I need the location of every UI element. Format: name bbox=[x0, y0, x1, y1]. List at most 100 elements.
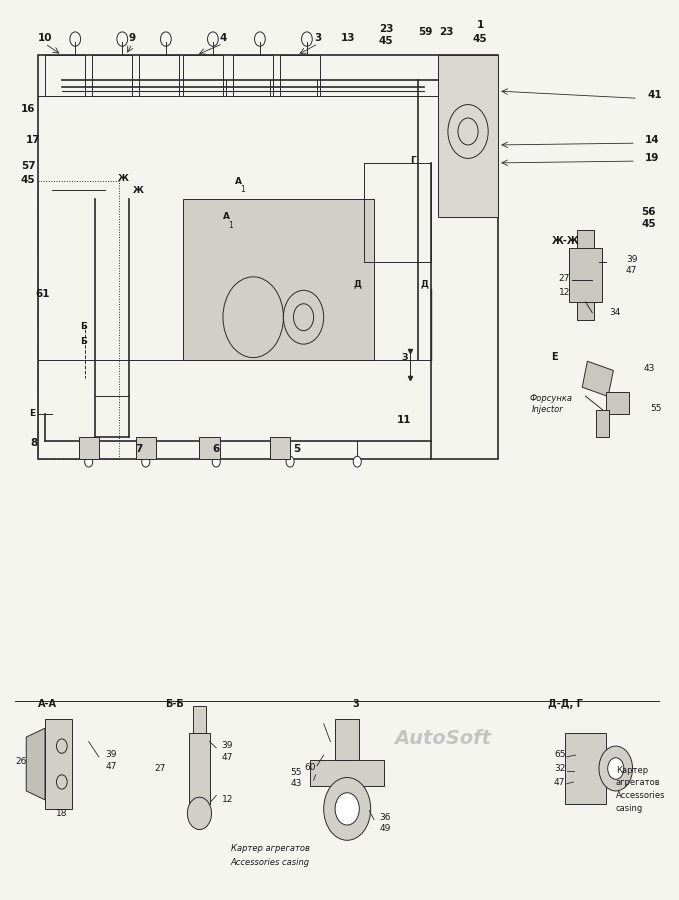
Bar bbox=[270, 436, 290, 459]
Circle shape bbox=[324, 778, 371, 841]
Text: 39: 39 bbox=[221, 741, 233, 750]
Text: 65: 65 bbox=[554, 750, 566, 759]
Text: 27: 27 bbox=[559, 274, 570, 284]
Text: 1: 1 bbox=[477, 21, 483, 31]
Text: 17: 17 bbox=[26, 135, 41, 145]
Text: 27: 27 bbox=[155, 764, 166, 773]
Bar bbox=[582, 361, 613, 397]
Text: З: З bbox=[401, 354, 408, 363]
Text: 56: 56 bbox=[641, 207, 656, 217]
Bar bbox=[189, 733, 210, 805]
Text: Картер: Картер bbox=[616, 766, 648, 775]
Text: 3: 3 bbox=[314, 33, 322, 43]
Text: 12: 12 bbox=[559, 288, 570, 297]
Text: 47: 47 bbox=[554, 778, 566, 787]
Text: 55: 55 bbox=[291, 768, 302, 777]
Bar bbox=[595, 410, 609, 436]
Text: Accessories casing: Accessories casing bbox=[230, 858, 310, 867]
Bar bbox=[310, 760, 384, 787]
Text: А: А bbox=[223, 212, 230, 221]
Bar bbox=[45, 719, 72, 809]
Text: 5: 5 bbox=[293, 444, 300, 454]
Text: 45: 45 bbox=[641, 220, 656, 230]
Polygon shape bbox=[26, 728, 45, 800]
Text: 43: 43 bbox=[643, 364, 655, 373]
Text: Д: Д bbox=[353, 280, 361, 289]
Text: Е: Е bbox=[30, 409, 36, 418]
Text: Ж: Ж bbox=[117, 174, 128, 183]
Circle shape bbox=[142, 456, 150, 467]
Text: Е: Е bbox=[551, 352, 557, 363]
Text: 19: 19 bbox=[644, 153, 659, 163]
Bar bbox=[335, 719, 359, 760]
Text: 47: 47 bbox=[221, 752, 233, 761]
Circle shape bbox=[286, 456, 294, 467]
Bar bbox=[566, 733, 606, 805]
Text: 9: 9 bbox=[129, 33, 136, 43]
Text: Injector: Injector bbox=[532, 405, 564, 414]
Circle shape bbox=[213, 456, 220, 467]
Text: Д-Д, Г: Д-Д, Г bbox=[548, 698, 583, 708]
Text: 12: 12 bbox=[221, 795, 233, 804]
Text: Б: Б bbox=[81, 338, 88, 346]
Text: 26: 26 bbox=[16, 757, 27, 766]
Text: 39: 39 bbox=[626, 255, 638, 264]
Text: Форсунка: Форсунка bbox=[530, 393, 573, 402]
Text: 14: 14 bbox=[644, 135, 659, 145]
Bar bbox=[578, 302, 593, 320]
Text: 57: 57 bbox=[21, 161, 35, 171]
Text: Ж: Ж bbox=[133, 186, 144, 195]
Text: AutoSoft: AutoSoft bbox=[394, 729, 491, 748]
Text: 6: 6 bbox=[213, 444, 220, 454]
Text: 1: 1 bbox=[228, 221, 233, 230]
Text: 10: 10 bbox=[38, 33, 52, 43]
Text: 3: 3 bbox=[352, 698, 359, 708]
Text: casing: casing bbox=[616, 804, 643, 813]
Text: 60: 60 bbox=[304, 763, 316, 772]
Text: 16: 16 bbox=[21, 104, 35, 113]
Circle shape bbox=[335, 793, 359, 825]
Bar bbox=[578, 230, 593, 248]
Text: 45: 45 bbox=[21, 175, 35, 184]
Bar bbox=[79, 436, 98, 459]
Text: 8: 8 bbox=[30, 437, 37, 447]
Text: Г: Г bbox=[409, 156, 416, 165]
Bar bbox=[193, 706, 206, 733]
Circle shape bbox=[608, 758, 624, 779]
Text: Картер агрегатов: Картер агрегатов bbox=[231, 844, 310, 853]
Text: Д: Д bbox=[420, 280, 428, 289]
Text: Б-Б: Б-Б bbox=[165, 698, 184, 708]
Bar bbox=[200, 436, 219, 459]
Text: 59: 59 bbox=[418, 27, 433, 37]
Text: 23: 23 bbox=[439, 27, 454, 37]
Bar bbox=[606, 392, 629, 414]
Text: 61: 61 bbox=[36, 290, 50, 300]
Text: А: А bbox=[235, 176, 242, 185]
Text: 45: 45 bbox=[379, 37, 393, 47]
Text: 55: 55 bbox=[650, 403, 661, 412]
Text: 36: 36 bbox=[380, 813, 391, 822]
Polygon shape bbox=[183, 199, 374, 360]
Circle shape bbox=[353, 456, 361, 467]
Text: 32: 32 bbox=[554, 764, 566, 773]
Text: 18: 18 bbox=[56, 809, 68, 818]
Text: 43: 43 bbox=[291, 779, 302, 788]
Text: 23: 23 bbox=[379, 24, 393, 34]
Text: 41: 41 bbox=[648, 90, 663, 100]
Text: 47: 47 bbox=[105, 761, 117, 770]
Text: 13: 13 bbox=[341, 33, 355, 43]
Text: Accessories: Accessories bbox=[616, 791, 665, 800]
Circle shape bbox=[187, 797, 212, 830]
Text: Ж-Ж: Ж-Ж bbox=[552, 236, 580, 246]
Text: 11: 11 bbox=[397, 415, 411, 425]
Text: 7: 7 bbox=[135, 444, 143, 454]
Text: 1: 1 bbox=[240, 185, 245, 194]
Text: агрегатов: агрегатов bbox=[616, 778, 661, 787]
Circle shape bbox=[599, 746, 633, 791]
Text: А-А: А-А bbox=[37, 698, 56, 708]
Bar bbox=[569, 248, 602, 302]
Text: 34: 34 bbox=[609, 309, 621, 318]
Bar bbox=[136, 436, 155, 459]
Text: Б: Б bbox=[81, 322, 88, 331]
Circle shape bbox=[85, 456, 93, 467]
